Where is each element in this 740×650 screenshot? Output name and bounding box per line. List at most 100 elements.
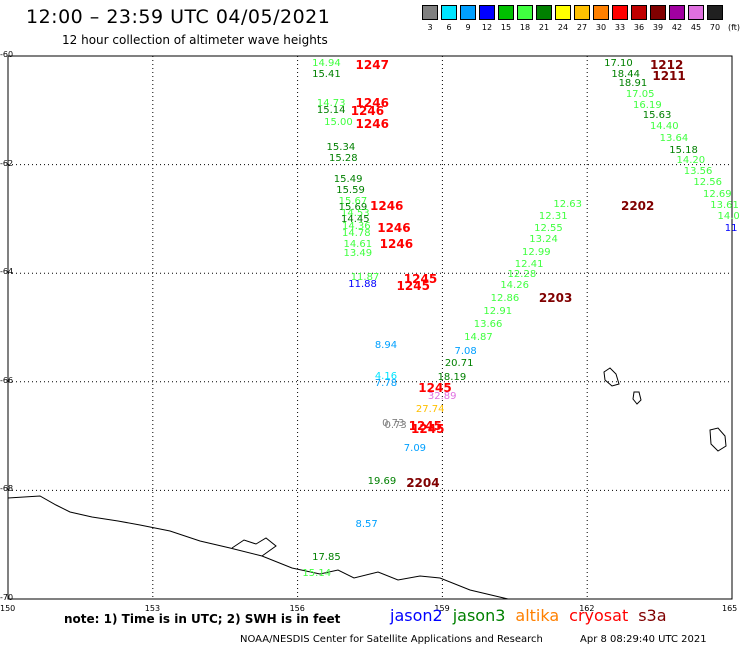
swh-value: 12.31 [538,211,568,223]
legend-entry-altika: altika [515,606,560,625]
legend-entry-s3a: s3a [638,606,667,625]
swh-value: 15.41 [312,68,341,80]
swh-value: 27.74 [415,403,445,415]
lat-tick-label: -66 [0,375,14,385]
swh-value: 7.78 [374,378,398,390]
swh-value: 7.09 [403,443,427,455]
scale-label: 39 [652,23,664,32]
satellite-legend: jason2 jason3 altika cryosat s3a [390,606,677,625]
pass-time-label: 1246 [379,236,414,251]
swh-value: 17.05 [625,88,655,100]
legend-entry-jason2: jason2 [390,606,443,625]
swh-value: 12.41 [514,258,544,270]
swh-value: 16.19 [633,99,662,111]
scale-label: 30 [595,23,607,32]
pass-time-label: 1246 [355,95,389,110]
swh-value: 11.88 [348,278,377,290]
swh-value: 12.28 [507,269,537,281]
generated-timestamp: Apr 8 08:29:40 UTC 2021 [580,634,707,645]
swh-value: 15.00 [324,117,353,129]
scale-swatch [555,5,571,20]
scale-label: 45 [690,23,702,32]
swh-value: 12.56 [693,177,723,189]
swh-value: 14.0 [717,210,740,222]
scale-label: 70 [709,23,721,32]
pass-time-label: 2202 [620,198,655,213]
scale-swatch [593,5,609,20]
lon-tick-label: 165 [722,604,738,613]
lat-tick-label: -60 [0,50,14,59]
swh-value: 12.99 [522,246,551,258]
scale-label: 12 [481,23,493,32]
swh-value: 7.08 [454,345,477,357]
swh-value: 15.67 [338,196,368,208]
swh-value: 12.69 [703,189,732,201]
pass-time-label: 1246 [350,103,385,118]
page-title: 12:00 – 23:59 UTC 04/05/2021 [26,6,331,28]
units-note: note: 1) Time is in UTC; 2) SWH is in fe… [64,612,341,626]
pass-time-label: 1245 [396,278,430,293]
swh-value: 0.73 [384,419,407,431]
pass-time-label: 1247 [355,57,389,72]
lon-tick-label: 150 [0,604,16,613]
scale-label: 36 [633,23,645,32]
swh-value: 32.89 [427,390,457,402]
scale-label: 21 [538,23,550,32]
swh-value: 15.14 [316,104,346,116]
lon-tick-label: 159 [434,604,450,613]
swh-value: 12.86 [490,292,520,304]
lat-tick-label: -64 [0,267,14,277]
pass-time-label: 1245 [408,418,443,433]
swh-value: 0.73 [382,417,405,429]
swh-value: 11 [724,223,738,235]
swh-value: 14.87 [464,331,493,343]
scale-label: 24 [557,23,569,32]
scale-swatch [517,5,533,20]
scale-swatch [479,5,495,20]
swh-value: 14.94 [312,57,341,69]
swh-value: 14.20 [676,155,706,167]
swh-value: 13.64 [659,132,689,144]
scale-label: 9 [465,23,471,32]
scale-label: 33 [614,23,626,32]
swh-value: 18.91 [618,77,648,89]
swh-value: 8.57 [355,519,378,531]
credit-line: NOAA/NESDIS Center for Satellite Applica… [240,634,543,645]
swh-value: 15.63 [642,110,672,122]
scale-swatch [441,5,457,20]
swh-value: 15.14 [302,568,332,580]
swh-value: 13.66 [473,319,503,331]
pass-time-label: 1245 [403,272,438,287]
scale-swatch [536,5,552,20]
swh-value: 14.36 [342,220,371,232]
scale-swatch [631,5,647,20]
swh-value: 15.34 [326,141,356,153]
scale-swatch [574,5,590,20]
scale-swatch [650,5,666,20]
scale-label: 27 [576,23,588,32]
scale-unit: (ft) [727,23,740,32]
scale-label: 42 [671,23,683,32]
island-3 [709,427,727,452]
swh-value: 14.73 [316,98,346,110]
pass-time-label: 1246 [355,117,389,132]
swh-value: 17.85 [312,551,341,563]
swh-value: 14.40 [649,121,679,133]
scale-swatch [612,5,628,20]
swh-value: 14.78 [342,227,371,239]
lat-tick-label: -68 [0,484,14,494]
pass-time-label: 2204 [406,475,440,490]
lat-tick-label: -70 [0,593,14,602]
swh-value: 11.87 [350,272,380,284]
island-2 [632,391,642,405]
pass-time-label: 1246 [377,220,411,235]
scale-label: 3 [427,23,433,32]
pass-time-label: 1211 [652,68,686,83]
scale-swatch [707,5,723,20]
lon-tick-label: 156 [289,604,305,613]
scale-swatch [669,5,685,20]
lon-tick-label: 162 [579,604,595,613]
pass-time-label: 1246 [370,198,404,213]
map-grid [7,55,733,600]
